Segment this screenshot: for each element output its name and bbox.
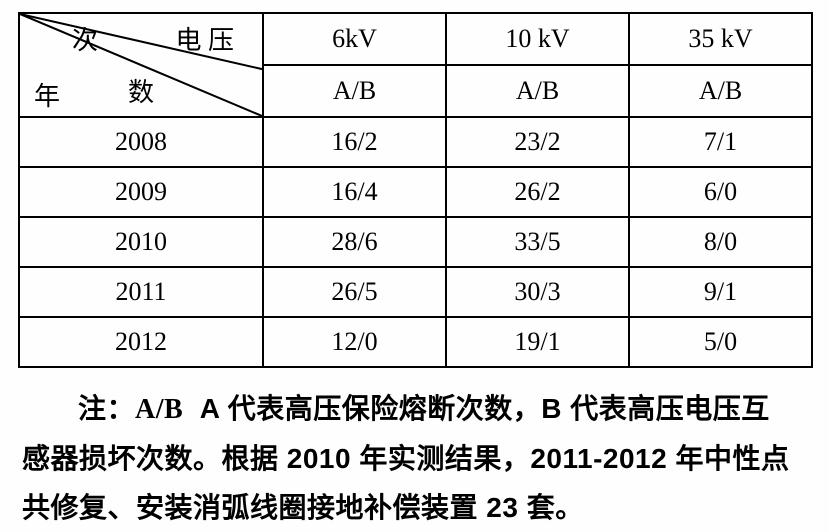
- voltage-header: 35 kV: [629, 13, 812, 65]
- year-cell: 2010: [19, 217, 263, 267]
- table-row: 2008 16/2 23/2 7/1: [19, 117, 812, 167]
- corner-mid2-label: 数: [128, 72, 154, 109]
- corner-left-label: 年: [34, 76, 60, 113]
- sub-header: A/B: [629, 65, 812, 117]
- note-line1: A 代表高压保险熔断次数，B 代表高压电压互: [200, 393, 770, 424]
- data-cell: 26/5: [263, 267, 446, 317]
- footnote: 注：A/B A 代表高压保险熔断次数，B 代表高压电压互 感器损坏次数。根据 2…: [18, 384, 811, 532]
- table-row: 2011 26/5 30/3 9/1: [19, 267, 812, 317]
- data-cell: 26/2: [446, 167, 629, 217]
- data-cell: 7/1: [629, 117, 812, 167]
- corner-top-label: 电 压: [175, 20, 234, 57]
- data-cell: 5/0: [629, 317, 812, 367]
- year-cell: 2012: [19, 317, 263, 367]
- data-cell: 16/4: [263, 167, 446, 217]
- data-cell: 6/0: [629, 167, 812, 217]
- table-row: 2012 12/0 19/1 5/0: [19, 317, 812, 367]
- data-cell: 9/1: [629, 267, 812, 317]
- year-cell: 2009: [19, 167, 263, 217]
- note-ab: A/B: [135, 394, 183, 425]
- sub-header: A/B: [446, 65, 629, 117]
- table-row: 2010 28/6 33/5 8/0: [19, 217, 812, 267]
- note-line3: 共修复、安装消弧线圈接地补偿装置 23 套。: [22, 492, 584, 523]
- data-cell: 23/2: [446, 117, 629, 167]
- year-cell: 2011: [19, 267, 263, 317]
- data-cell: 30/3: [446, 267, 629, 317]
- voltage-header: 10 kV: [446, 13, 629, 65]
- data-cell: 33/5: [446, 217, 629, 267]
- table-corner-header: 电 压 次 数 年: [19, 13, 263, 117]
- data-cell: 12/0: [263, 317, 446, 367]
- data-cell: 16/2: [263, 117, 446, 167]
- data-cell: 19/1: [446, 317, 629, 367]
- sub-header: A/B: [263, 65, 446, 117]
- note-prefix: 注：: [78, 393, 135, 424]
- year-cell: 2008: [19, 117, 263, 167]
- data-cell: 8/0: [629, 217, 812, 267]
- voltage-header: 6kV: [263, 13, 446, 65]
- data-cell: 28/6: [263, 217, 446, 267]
- table-row: 2009 16/4 26/2 6/0: [19, 167, 812, 217]
- voltage-table: 电 压 次 数 年 6kV 10 kV 35 kV A/B A/B A/B 20…: [18, 12, 813, 368]
- table-body: 2008 16/2 23/2 7/1 2009 16/4 26/2 6/0 20…: [19, 117, 812, 367]
- note-line2: 感器损坏次数。根据 2010 年实测结果，2011-2012 年中性点: [22, 443, 790, 474]
- corner-mid-label: 次: [72, 20, 98, 57]
